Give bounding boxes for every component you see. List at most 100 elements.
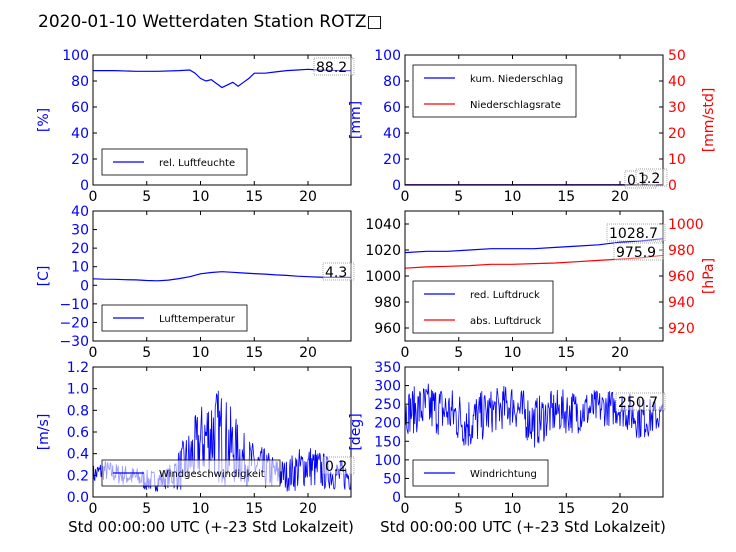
y-tick-label: 10 xyxy=(71,260,89,276)
y-tick-label: 50 xyxy=(383,471,401,487)
x-axis-label: Std 00:00:00 UTC (+-23 Std Lokalzeit) xyxy=(380,518,666,536)
y-tick-label: 300 xyxy=(374,379,401,395)
x-tick-label: 20 xyxy=(611,501,629,517)
y-tick-label: 1040 xyxy=(365,217,401,233)
value-label: 1028.7 xyxy=(609,226,658,242)
y-tick-label: 0.8 xyxy=(67,403,89,419)
x-tick-label: 20 xyxy=(611,345,629,361)
value-box xyxy=(313,57,355,76)
value-label: 4.3 xyxy=(325,265,347,281)
x-tick-label: 5 xyxy=(142,345,151,361)
x-tick-label: 20 xyxy=(299,501,317,517)
panel-humidity: 0 5 10 15 20 0 20 40 60 80 100 [%] rel. Luftfeuchte 8… xyxy=(36,48,355,205)
value-label: 1.2 xyxy=(638,171,660,187)
legend-box xyxy=(101,459,281,487)
legend-label: Windrichtung xyxy=(470,469,537,480)
y-tick-label: 250 xyxy=(374,397,401,413)
y-axis-label-right: [hPa] xyxy=(701,258,717,294)
panel-precipitation: 0 5 10 15 20 0 20 40 60 80 100 0 10 20 30 40 50 [mm] [mm/s… xyxy=(348,48,717,205)
y-tick-label: 40 xyxy=(71,204,89,220)
plot-frame xyxy=(404,366,664,498)
y-tick-label-right: 0 xyxy=(668,178,677,194)
y-tick-label: 20 xyxy=(71,241,89,257)
x-tick-label: 0 xyxy=(89,189,98,205)
x-tick-label: 15 xyxy=(557,345,575,361)
y-tick-label: 100 xyxy=(374,48,401,64)
y-tick-label: 0.0 xyxy=(67,490,89,506)
y-tick-label-right: 20 xyxy=(668,126,686,142)
value-box xyxy=(322,456,355,475)
x-tick-label: 15 xyxy=(557,189,575,205)
value-label: 88.2 xyxy=(316,60,347,76)
plot-frame xyxy=(92,54,352,186)
x-axis-label: Std 00:00:00 UTC (+-23 Std Lokalzeit) xyxy=(68,518,354,536)
y-tick-label: 80 xyxy=(383,74,401,90)
y-tick-label-right: 1000 xyxy=(668,217,704,233)
value-label: 0.2 xyxy=(325,459,347,475)
x-tick-label: 15 xyxy=(245,345,263,361)
y-tick-label-right: 980 xyxy=(668,243,695,259)
x-tick-label: 0 xyxy=(89,345,98,361)
x-tick-label: 15 xyxy=(245,501,263,517)
panel-wind_speed: 0 5 10 15 20 0.0 0.2 0.4 0.6 0.8 1.0 1.2 [m/s] Std 00… xyxy=(36,360,355,536)
y-axis-label: [C] xyxy=(36,266,52,287)
legend-label: Windgeschwindigkeit xyxy=(159,469,265,480)
plot-frame xyxy=(92,210,352,342)
value-label: 250.7 xyxy=(618,395,658,411)
y-axis-label-right: [mm/std] xyxy=(701,88,717,153)
series-line-pressure-0 xyxy=(404,238,664,254)
value-box xyxy=(322,262,355,281)
y-tick-label: 40 xyxy=(383,126,401,142)
value-box xyxy=(635,168,668,187)
y-tick-label: 1.2 xyxy=(67,360,89,376)
y-tick-label: 20 xyxy=(383,152,401,168)
x-tick-label: 5 xyxy=(454,189,463,205)
panel-temperature: 0 5 10 15 20 −30 −20 −10 0 10 20 30 40 [C] Lufttempera… xyxy=(36,204,355,361)
series-line-pressure-1 xyxy=(404,254,664,269)
y-tick-label-right: 960 xyxy=(668,269,695,285)
series-line-temperature-0 xyxy=(92,271,351,282)
x-tick-label: 0 xyxy=(401,501,410,517)
y-tick-label: 0.4 xyxy=(67,447,89,463)
series-line-humidity-0 xyxy=(93,68,351,89)
y-tick-label: 0.6 xyxy=(67,425,89,441)
y-tick-label: 0 xyxy=(392,490,401,506)
value-label: 0.2 xyxy=(627,173,649,189)
legend-box xyxy=(412,64,577,118)
y-tick-label-right: 50 xyxy=(668,48,686,64)
y-tick-label: 0.2 xyxy=(67,468,89,484)
y-tick-label-right: 10 xyxy=(668,152,686,168)
x-tick-label: 5 xyxy=(142,501,151,517)
y-tick-label: 80 xyxy=(71,74,89,90)
y-axis-label: [deg] xyxy=(348,413,364,450)
x-tick-label: 5 xyxy=(142,189,151,205)
x-tick-label: 20 xyxy=(299,345,317,361)
x-tick-label: 5 xyxy=(454,345,463,361)
y-tick-label: 20 xyxy=(71,152,89,168)
x-tick-label: 20 xyxy=(611,189,629,205)
x-tick-label: 10 xyxy=(504,189,522,205)
x-tick-label: 10 xyxy=(192,501,210,517)
y-tick-label: 150 xyxy=(374,434,401,450)
x-tick-label: 20 xyxy=(299,189,317,205)
legend-label: abs. Luftdruck xyxy=(470,316,541,327)
y-tick-label: 0 xyxy=(392,178,401,194)
x-tick-label: 0 xyxy=(89,501,98,517)
value-box xyxy=(613,242,664,261)
y-tick-label: −20 xyxy=(59,315,89,331)
y-tick-label: 0 xyxy=(80,178,89,194)
y-tick-label: 100 xyxy=(374,453,401,469)
legend-label: Lufttemperatur xyxy=(159,314,236,325)
y-axis-label: [mm] xyxy=(348,101,364,139)
legend-label: kum. Niederschlag xyxy=(470,74,563,85)
y-tick-label-right: 30 xyxy=(668,100,686,116)
y-tick-label: 960 xyxy=(374,321,401,337)
x-tick-label: 10 xyxy=(504,345,522,361)
legend-box xyxy=(412,280,554,334)
y-axis-label: [m/s] xyxy=(36,414,52,451)
y-tick-label: 350 xyxy=(374,360,401,376)
x-tick-label: 15 xyxy=(557,501,575,517)
y-tick-label: 0 xyxy=(80,278,89,294)
